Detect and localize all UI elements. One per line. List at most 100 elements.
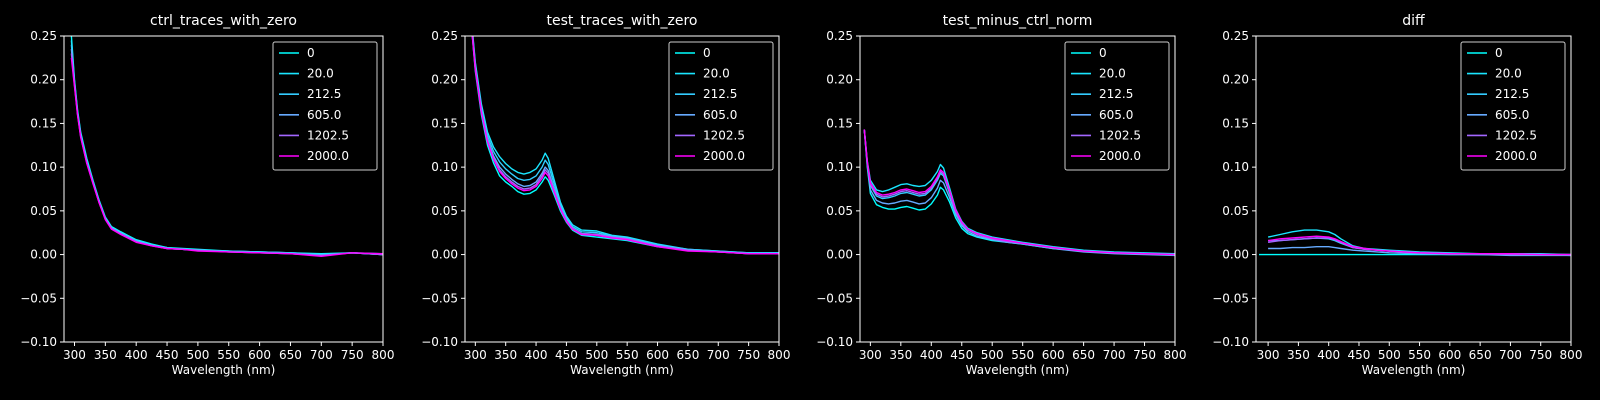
series-line-2 bbox=[863, 129, 1175, 255]
legend-label: 2000.0 bbox=[1099, 149, 1141, 163]
x-tick-label: 600 bbox=[248, 348, 271, 362]
y-tick-label: 0.25 bbox=[826, 29, 853, 43]
series-line-6 bbox=[863, 129, 1175, 256]
trace-group bbox=[863, 129, 1175, 257]
y-tick-label: 0.20 bbox=[30, 73, 57, 87]
x-tick-label: 750 bbox=[1133, 348, 1156, 362]
y-tick-label: 0.25 bbox=[1222, 29, 1249, 43]
series-line-6 bbox=[1267, 235, 1571, 256]
x-tick-label: 350 bbox=[1287, 348, 1310, 362]
y-tick-label: 0.15 bbox=[431, 116, 458, 130]
plot-frame bbox=[464, 35, 780, 343]
y-tick-label: 0.05 bbox=[431, 204, 458, 218]
x-tick-label: 400 bbox=[525, 348, 548, 362]
x-tick-label: 500 bbox=[186, 348, 209, 362]
y-tick-label: 0.25 bbox=[30, 29, 57, 43]
y-tick-label: −0.05 bbox=[1212, 291, 1249, 305]
chart-panel-4: 300 350 400 450 500 550 600 650 700 750 800 −0.10 −0… bbox=[1212, 13, 1582, 377]
x-tick-label: 550 bbox=[616, 348, 639, 362]
legend-label: 2000.0 bbox=[307, 149, 349, 163]
legend-label: 2000.0 bbox=[1495, 149, 1537, 163]
x-tick-label: 750 bbox=[341, 348, 364, 362]
y-tick-label: 0.00 bbox=[1222, 248, 1249, 262]
x-tick-label: 700 bbox=[707, 348, 730, 362]
x-tick-label: 300 bbox=[1257, 348, 1280, 362]
x-tick-label: 800 bbox=[1560, 348, 1583, 362]
x-axis-label: Wavelength (nm) bbox=[966, 363, 1070, 377]
y-tick-label: 0.00 bbox=[431, 248, 458, 262]
y-tick-label: 0.15 bbox=[1222, 116, 1249, 130]
y-tick-label: 0.15 bbox=[826, 116, 853, 130]
x-tick-label: 650 bbox=[1469, 348, 1492, 362]
y-tick-label: 0.15 bbox=[30, 116, 57, 130]
x-tick-label: 400 bbox=[1317, 348, 1340, 362]
series-line-3 bbox=[472, 36, 779, 254]
legend-label: 0 bbox=[1495, 46, 1503, 60]
y-tick-label: 0.20 bbox=[1222, 73, 1249, 87]
y-tick-label: 0.05 bbox=[30, 204, 57, 218]
legend-label: 605.0 bbox=[1495, 108, 1529, 122]
x-tick-label: 450 bbox=[156, 348, 179, 362]
x-tick-label: 450 bbox=[555, 348, 578, 362]
legend-label: 1202.5 bbox=[307, 128, 349, 142]
series-line-2 bbox=[1267, 229, 1571, 256]
legend-label: 212.5 bbox=[703, 87, 737, 101]
series-line-4 bbox=[863, 129, 1175, 257]
x-axis-label: Wavelength (nm) bbox=[172, 363, 276, 377]
y-tick-label: −0.10 bbox=[20, 335, 57, 349]
x-tick-label: 700 bbox=[310, 348, 333, 362]
x-tick-label: 500 bbox=[585, 348, 608, 362]
y-tick-label: −0.10 bbox=[1212, 335, 1249, 349]
x-tick-label: 700 bbox=[1103, 348, 1126, 362]
legend-label: 212.5 bbox=[1495, 87, 1529, 101]
chart-panel-1: 300 350 400 450 500 550 600 650 700 750 800 −0.10 −0… bbox=[20, 13, 394, 377]
trace-group bbox=[70, 36, 383, 257]
chart-title: ctrl_traces_with_zero bbox=[150, 13, 297, 29]
x-tick-label: 600 bbox=[1438, 348, 1461, 362]
y-tick-label: −0.05 bbox=[20, 291, 57, 305]
y-tick-label: 0.05 bbox=[826, 204, 853, 218]
series-line-6 bbox=[70, 57, 383, 257]
x-axis-label: Wavelength (nm) bbox=[570, 363, 674, 377]
x-tick-label: 600 bbox=[646, 348, 669, 362]
legend: 0 20.0 212.5 605.0 1202.5 2000.0 bbox=[668, 41, 774, 171]
plot-frame bbox=[859, 35, 1176, 343]
x-tick-label: 300 bbox=[464, 348, 487, 362]
legend-label: 20.0 bbox=[703, 67, 730, 81]
x-tick-label: 750 bbox=[737, 348, 760, 362]
legend-label: 212.5 bbox=[307, 87, 341, 101]
y-tick-label: 0.10 bbox=[1222, 160, 1249, 174]
y-tick-label: 0.25 bbox=[431, 29, 458, 43]
x-tick-label: 300 bbox=[63, 348, 86, 362]
x-tick-label: 550 bbox=[1408, 348, 1431, 362]
legend-label: 212.5 bbox=[1099, 87, 1133, 101]
x-tick-label: 400 bbox=[920, 348, 943, 362]
x-tick-label: 750 bbox=[1529, 348, 1552, 362]
y-tick-label: 0.10 bbox=[30, 160, 57, 174]
plot-frame bbox=[63, 35, 384, 343]
x-tick-label: 550 bbox=[217, 348, 240, 362]
y-tick-label: −0.10 bbox=[421, 335, 458, 349]
legend-label: 0 bbox=[1099, 46, 1107, 60]
x-tick-label: 650 bbox=[676, 348, 699, 362]
trace-group bbox=[471, 36, 779, 255]
y-tick-label: 0.20 bbox=[431, 73, 458, 87]
chart-title: test_traces_with_zero bbox=[547, 13, 698, 29]
y-tick-label: 0.10 bbox=[431, 160, 458, 174]
x-tick-label: 700 bbox=[1499, 348, 1522, 362]
x-tick-label: 300 bbox=[859, 348, 882, 362]
legend-label: 0 bbox=[307, 46, 315, 60]
chart-title: diff bbox=[1402, 13, 1425, 29]
x-tick-label: 650 bbox=[279, 348, 302, 362]
x-tick-label: 650 bbox=[1072, 348, 1095, 362]
x-tick-label: 800 bbox=[1164, 348, 1187, 362]
series-line-2 bbox=[472, 36, 779, 254]
legend-label: 605.0 bbox=[1099, 108, 1133, 122]
legend-label: 1202.5 bbox=[1495, 128, 1537, 142]
y-tick-label: −0.10 bbox=[816, 335, 853, 349]
x-tick-label: 600 bbox=[1042, 348, 1065, 362]
legend-label: 1202.5 bbox=[1099, 128, 1141, 142]
x-axis-label: Wavelength (nm) bbox=[1362, 363, 1466, 377]
chart-panel-3: 300 350 400 450 500 550 600 650 700 750 800 −0.10 −0… bbox=[816, 13, 1186, 377]
